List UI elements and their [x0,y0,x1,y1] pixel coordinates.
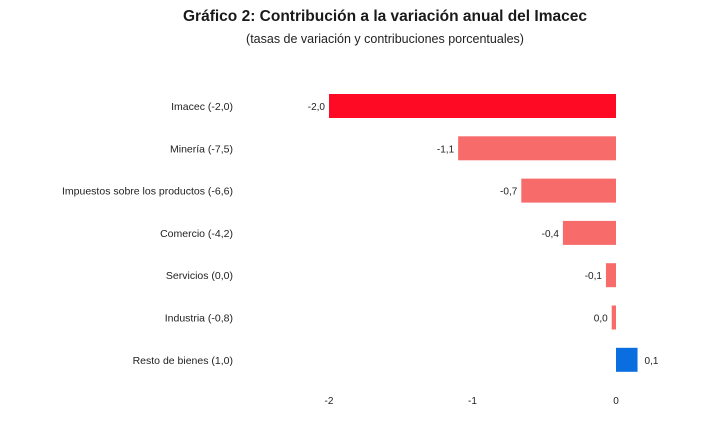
chart-title: Gráfico 2: Contribución a la variación a… [183,8,587,25]
data-label: 0,1 [645,356,659,367]
category-label: Resto de bienes (1,0) [133,355,233,367]
category-label: Industria (-0,8) [165,313,233,325]
data-label: -2,0 [308,102,326,113]
bar [616,347,638,372]
bar [605,263,616,288]
category-label: Imacec (-2,0) [171,101,233,113]
category-label: Impuestos sobre los productos (-6,6) [62,186,233,198]
chart-subtitle: (tasas de variación y contribuciones por… [246,32,524,46]
data-label: 0,0 [594,314,608,325]
data-label: -0,7 [500,187,518,198]
bar [329,94,616,118]
category-label: Servicios (0,0) [166,270,233,282]
data-label: -1,1 [437,144,455,155]
bar [562,220,616,245]
bar [521,178,616,203]
category-label: Minería (-7,5) [170,143,233,155]
data-label: -0,4 [542,229,560,240]
x-tick-label: -2 [325,396,334,407]
bar [458,136,616,161]
category-label: Comercio (-4,2) [160,228,233,240]
x-tick-label: -1 [468,396,477,407]
x-tick-label: 0 [613,396,619,407]
bar [611,305,616,330]
data-label: -0,1 [585,271,603,282]
